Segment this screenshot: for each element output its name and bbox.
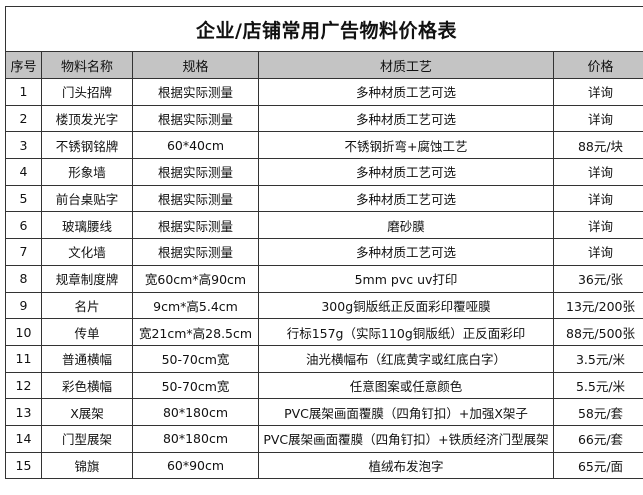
cell-spec: 根据实际测量 [132,158,259,186]
cell-index: 11 [5,344,42,373]
cell-price: 详询 [553,158,643,186]
cell-name: 玻璃腰线 [41,211,133,240]
cell-name: 规章制度牌 [41,264,133,293]
table-row: 8 规章制度牌 宽60cm*高90cm 5mm pvc uv打印 36元/张 [5,264,643,293]
cell-material: 300g铜版纸正反面彩印覆哑膜 [258,291,554,320]
cell-price: 88元/块 [553,131,643,160]
cell-name: 形象墙 [41,158,133,186]
cell-index: 2 [5,104,42,133]
cell-material: PVC展架画面覆膜（四角钉扣）+加强X架子 [258,398,554,426]
table-row: 14 门型展架 80*180cm PVC展架画面覆膜（四角钉扣）+铁质经济门型展架 66… [5,424,643,453]
cell-price: 3.5元/米 [553,344,643,373]
cell-price: 13元/200张 [553,291,643,320]
table-row: 15 锦旗 60*90cm 植绒布发泡字 65元/面 [5,451,643,480]
cell-price: 36元/张 [553,264,643,293]
cell-material: 多种材质工艺可选 [258,78,554,106]
cell-index: 10 [5,318,42,346]
cell-price: 详询 [553,78,643,106]
cell-name: 彩色横幅 [41,371,133,400]
cell-spec: 宽21cm*高28.5cm [132,318,259,346]
cell-spec: 80*180cm [132,424,259,453]
table-row: 11 普通横幅 50-70cm宽 油光横幅布（红底黄字或红底白字） 3.5元/米 [5,344,643,373]
cell-price: 88元/500张 [553,318,643,346]
table-row: 2 楼顶发光字 根据实际测量 多种材质工艺可选 详询 [5,104,643,133]
cell-material: 行标157g（实际110g铜版纸）正反面彩印 [258,318,554,346]
table-row: 10 传单 宽21cm*高28.5cm 行标157g（实际110g铜版纸）正反面彩印 8… [5,318,643,346]
cell-name: 楼顶发光字 [41,104,133,133]
table-title: 企业/店铺常用广告物料价格表 [5,6,643,52]
cell-spec: 根据实际测量 [132,104,259,133]
table-row: 12 彩色横幅 50-70cm宽 任意图案或任意颜色 5.5元/米 [5,371,643,400]
cell-material: 油光横幅布（红底黄字或红底白字） [258,344,554,373]
cell-name: 锦旗 [41,451,133,480]
header-row: 序号 物料名称 规格 材质工艺 价格 [5,51,643,79]
table-row: 5 前台桌贴字 根据实际测量 多种材质工艺可选 详询 [5,184,643,213]
table-row: 3 不锈钢铭牌 60*40cm 不锈钢折弯+腐蚀工艺 88元/块 [5,131,643,160]
cell-price: 58元/套 [553,398,643,426]
cell-price: 66元/套 [553,424,643,453]
cell-name: 名片 [41,291,133,320]
header-price: 价格 [553,51,643,79]
cell-index: 13 [5,398,42,426]
cell-material: 植绒布发泡字 [258,451,554,480]
header-index: 序号 [5,51,42,79]
cell-price: 详询 [553,238,643,266]
cell-spec: 根据实际测量 [132,78,259,106]
cell-spec: 50-70cm宽 [132,344,259,373]
cell-material: 5mm pvc uv打印 [258,264,554,293]
cell-material: 不锈钢折弯+腐蚀工艺 [258,131,554,160]
cell-name: 普通横幅 [41,344,133,373]
cell-index: 3 [5,131,42,160]
table-row: 13 X展架 80*180cm PVC展架画面覆膜（四角钉扣）+加强X架子 58元/套 [5,398,643,426]
cell-index: 5 [5,184,42,213]
cell-material: 多种材质工艺可选 [258,238,554,266]
cell-material: 多种材质工艺可选 [258,104,554,133]
cell-spec: 9cm*高5.4cm [132,291,259,320]
cell-price: 详询 [553,104,643,133]
cell-spec: 根据实际测量 [132,184,259,213]
cell-spec: 60*40cm [132,131,259,160]
cell-spec: 80*180cm [132,398,259,426]
table-row: 1 门头招牌 根据实际测量 多种材质工艺可选 详询 [5,78,643,106]
table-row: 7 文化墙 根据实际测量 多种材质工艺可选 详询 [5,238,643,266]
cell-name: 门头招牌 [41,78,133,106]
price-table-container: 企业/店铺常用广告物料价格表 序号 物料名称 规格 材质工艺 价格 1 门头招牌根… [5,6,643,480]
cell-index: 8 [5,264,42,293]
cell-name: 门型展架 [41,424,133,453]
cell-spec: 60*90cm [132,451,259,480]
header-name: 物料名称 [41,51,133,79]
cell-spec: 50-70cm宽 [132,371,259,400]
cell-material: 多种材质工艺可选 [258,184,554,213]
cell-index: 14 [5,424,42,453]
cell-index: 12 [5,371,42,400]
cell-price: 详询 [553,184,643,213]
cell-index: 1 [5,78,42,106]
cell-name: 传单 [41,318,133,346]
header-spec: 规格 [132,51,259,79]
cell-name: X展架 [41,398,133,426]
cell-material: 多种材质工艺可选 [258,158,554,186]
table-row: 4 形象墙 根据实际测量 多种材质工艺可选 详询 [5,158,643,186]
cell-spec: 根据实际测量 [132,238,259,266]
cell-name: 前台桌贴字 [41,184,133,213]
cell-name: 不锈钢铭牌 [41,131,133,160]
cell-price: 详询 [553,211,643,240]
header-material: 材质工艺 [258,51,554,79]
cell-material: 磨砂膜 [258,211,554,240]
cell-material: PVC展架画面覆膜（四角钉扣）+铁质经济门型展架 [258,424,554,453]
cell-price: 65元/面 [553,451,643,480]
cell-index: 9 [5,291,42,320]
cell-spec: 宽60cm*高90cm [132,264,259,293]
table-row: 9 名片 9cm*高5.4cm 300g铜版纸正反面彩印覆哑膜 13元/200张 [5,291,643,320]
cell-material: 任意图案或任意颜色 [258,371,554,400]
table-row: 6 玻璃腰线 根据实际测量 磨砂膜 详询 [5,211,643,240]
cell-index: 15 [5,451,42,480]
price-table: 企业/店铺常用广告物料价格表 序号 物料名称 规格 材质工艺 价格 1 门头招牌根… [5,6,643,480]
cell-name: 文化墙 [41,238,133,266]
cell-index: 4 [5,158,42,186]
cell-spec: 根据实际测量 [132,211,259,240]
cell-index: 6 [5,211,42,240]
cell-index: 7 [5,238,42,266]
cell-price: 5.5元/米 [553,371,643,400]
